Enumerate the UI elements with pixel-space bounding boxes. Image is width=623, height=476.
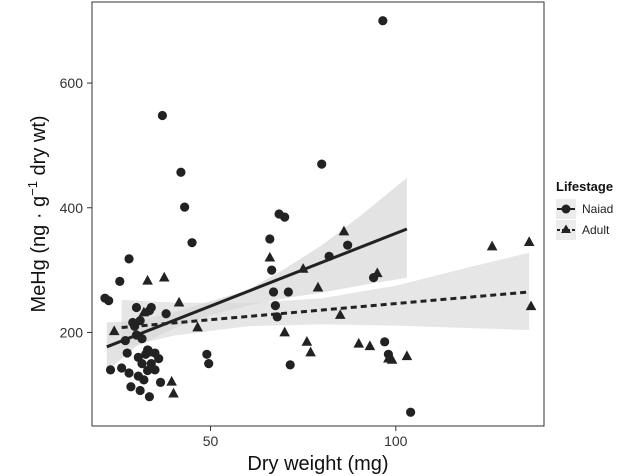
point-naiad-23 xyxy=(142,365,153,376)
plot-panel xyxy=(91,1,545,427)
point-naiad-29 xyxy=(150,365,160,375)
point-naiad-20 xyxy=(139,375,149,385)
point-adult-19 xyxy=(371,267,383,278)
point-adult-25 xyxy=(525,300,537,311)
point-adult-2 xyxy=(142,274,153,285)
x-tick-label-50: 50 xyxy=(203,433,219,449)
x-tick-label-100: 100 xyxy=(384,433,408,449)
point-naiad-19 xyxy=(137,359,147,369)
point-naiad-8 xyxy=(124,368,134,378)
fit-line-adult xyxy=(121,290,530,329)
point-adult-6 xyxy=(168,387,179,398)
point-naiad-49 xyxy=(324,251,334,261)
ci-band-adult xyxy=(121,252,530,349)
legend-label-naiad: Naiad xyxy=(582,202,613,216)
point-naiad-7 xyxy=(124,254,134,264)
point-adult-16 xyxy=(338,225,350,236)
point-naiad-38 xyxy=(204,359,214,369)
point-naiad-36 xyxy=(187,238,197,248)
point-adult-7 xyxy=(173,296,185,307)
point-adult-8 xyxy=(192,321,203,332)
point-naiad-55 xyxy=(406,407,416,417)
y-tick-label-400: 400 xyxy=(60,200,84,216)
fit-lines xyxy=(106,227,530,349)
point-naiad-39 xyxy=(265,234,275,244)
point-naiad-48 xyxy=(317,159,327,169)
point-adult-17 xyxy=(353,337,365,348)
point-adult-24 xyxy=(523,236,535,246)
point-naiad-40 xyxy=(267,265,277,275)
point-adult-0 xyxy=(108,325,120,336)
point-adult-5 xyxy=(166,375,177,386)
point-adult-21 xyxy=(386,354,398,364)
point-adult-1 xyxy=(138,306,150,317)
point-naiad-34 xyxy=(176,167,186,177)
y-axis-title-tail: dry wt) xyxy=(28,115,50,181)
point-naiad-45 xyxy=(280,212,290,222)
point-naiad-41 xyxy=(268,287,279,297)
y-tick-label-200: 200 xyxy=(60,324,84,340)
point-naiad-37 xyxy=(202,349,212,359)
point-naiad-32 xyxy=(157,110,167,121)
point-naiad-35 xyxy=(180,202,190,212)
point-naiad-2 xyxy=(105,365,116,375)
legend-key-adult-marker xyxy=(561,224,571,233)
point-naiad-43 xyxy=(272,312,282,322)
point-naiad-11 xyxy=(130,321,140,331)
point-adult-15 xyxy=(334,309,346,319)
legend-title: Lifestage xyxy=(556,179,613,194)
point-naiad-12 xyxy=(131,302,142,313)
point-adult-4 xyxy=(158,271,170,282)
point-adult-18 xyxy=(364,340,376,351)
point-naiad-1 xyxy=(104,296,114,306)
point-adult-9 xyxy=(264,251,276,262)
y-axis-title-superscript: −1 xyxy=(25,181,40,196)
point-naiad-42 xyxy=(270,301,280,311)
fit-line-naiad xyxy=(106,227,408,349)
point-naiad-25 xyxy=(144,392,155,402)
point-naiad-30 xyxy=(154,354,164,364)
point-naiad-47 xyxy=(285,360,295,370)
point-naiad-4 xyxy=(117,363,127,373)
x-axis-title: Dry weight (mg) xyxy=(247,453,388,475)
legend: Lifestage Naiad Adult xyxy=(556,179,613,240)
point-naiad-26 xyxy=(146,302,156,313)
point-adult-3 xyxy=(145,346,157,357)
point-adult-23 xyxy=(486,240,498,251)
point-naiad-53 xyxy=(380,337,390,347)
y-axis-title: MeHg (ng · g−1 dry wt) xyxy=(25,115,50,312)
point-naiad-33 xyxy=(161,309,171,319)
point-naiad-52 xyxy=(378,16,388,26)
y-axis-ticks: 200 400 600 xyxy=(60,75,92,340)
point-adult-14 xyxy=(312,281,324,292)
point-naiad-50 xyxy=(343,240,353,250)
point-naiad-18 xyxy=(137,334,147,344)
point-naiad-6 xyxy=(122,348,132,358)
point-adult-22 xyxy=(401,350,413,361)
point-naiad-5 xyxy=(120,335,130,346)
legend-label-adult: Adult xyxy=(582,223,610,237)
point-naiad-17 xyxy=(135,385,145,396)
point-adult-13 xyxy=(305,346,316,357)
point-adult-11 xyxy=(297,263,309,273)
legend-key-naiad-marker xyxy=(561,204,571,214)
y-tick-label-600: 600 xyxy=(60,75,84,91)
point-naiad-9 xyxy=(126,382,136,392)
point-naiad-31 xyxy=(155,377,166,387)
point-adult-10 xyxy=(279,326,290,337)
point-naiad-3 xyxy=(115,276,125,286)
point-naiad-16 xyxy=(135,316,145,326)
point-adult-12 xyxy=(301,336,313,346)
x-axis-ticks: 50 100 xyxy=(203,426,408,449)
point-naiad-46 xyxy=(283,287,293,297)
y-axis-title-main: MeHg (ng · g xyxy=(28,196,50,313)
data-points xyxy=(100,16,537,417)
